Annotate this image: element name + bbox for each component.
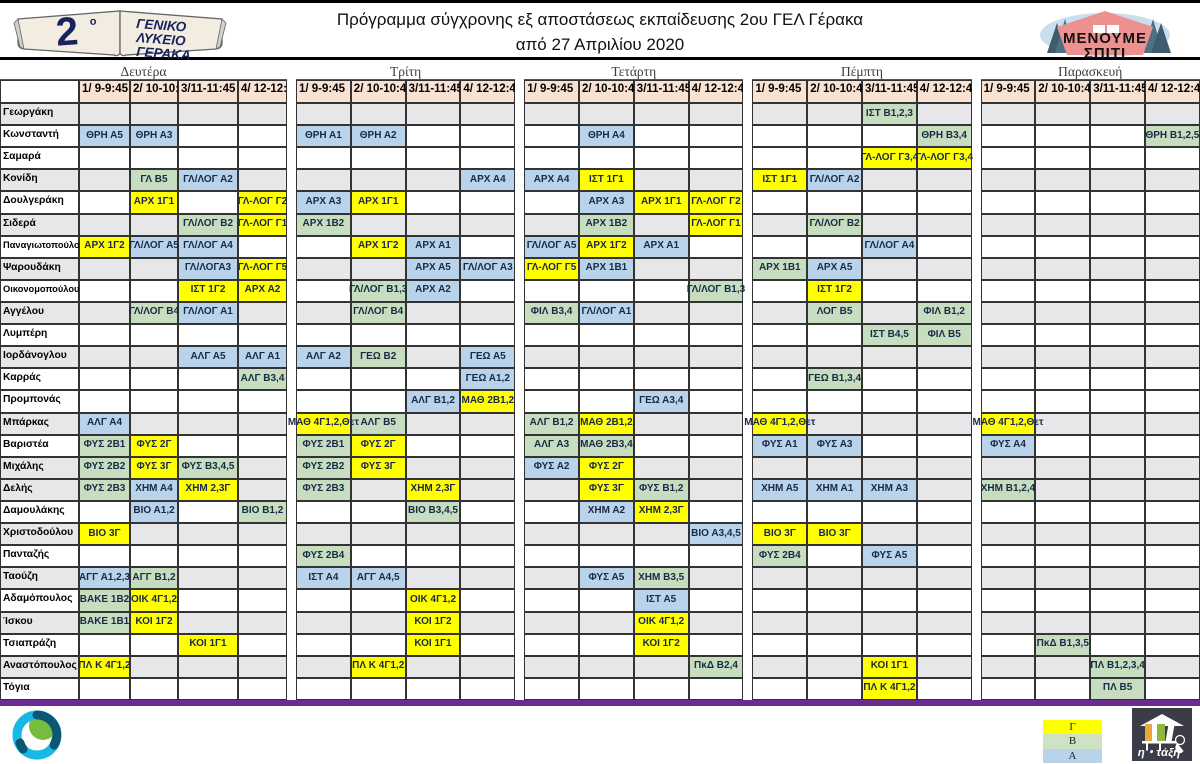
- svg-text:2: 2: [54, 9, 79, 54]
- svg-text:ο: ο: [89, 16, 97, 28]
- svg-text:η・τάξη: η・τάξη: [1138, 747, 1181, 759]
- svg-text:ΓΕΡΑΚΑ: ΓΕΡΑΚΑ: [136, 44, 191, 61]
- svg-text:ΣΠΙΤΙ: ΣΠΙΤΙ: [1084, 45, 1126, 61]
